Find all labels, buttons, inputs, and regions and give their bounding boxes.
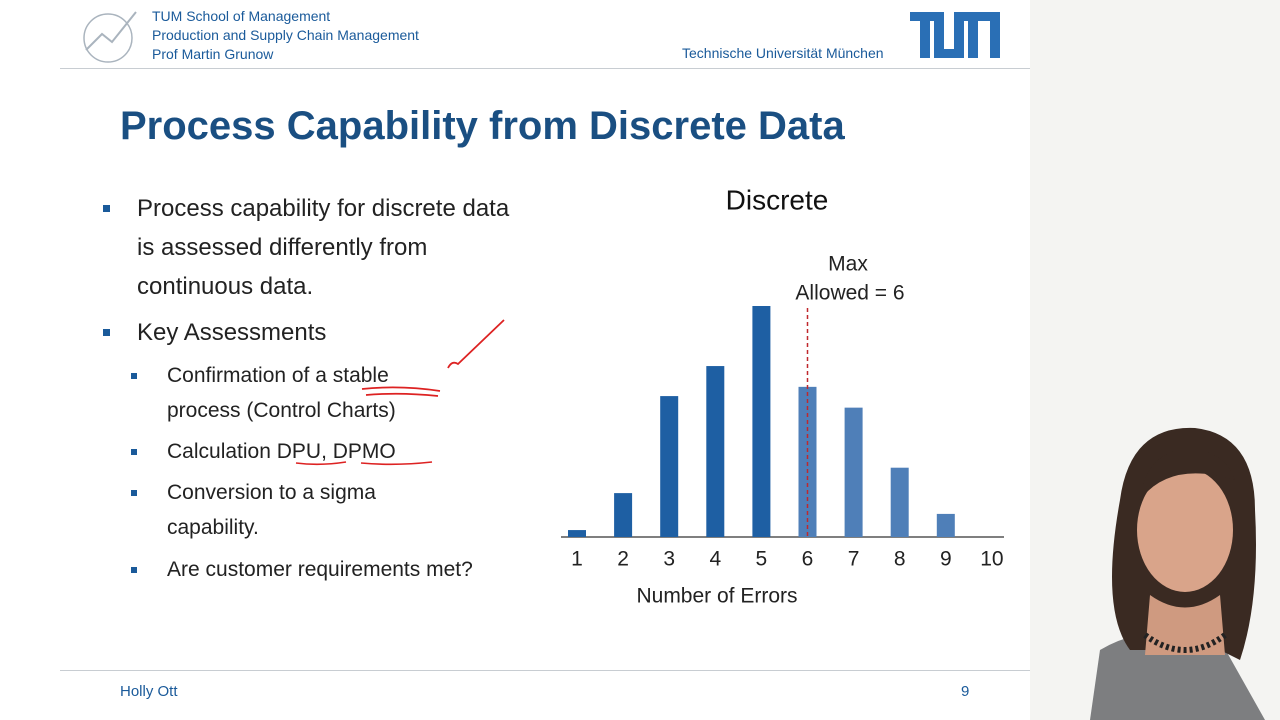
- annotation: Allowed = 6: [795, 282, 904, 305]
- bar: [798, 386, 817, 537]
- sub-bullet: Conversion to a sigma capability.: [167, 481, 376, 539]
- x-tick-label: 3: [663, 548, 675, 571]
- header-lines: TUM School of Management Production and …: [152, 7, 419, 64]
- sub-bullet: Confirmation of a stable process (Contro…: [167, 364, 396, 422]
- header-line: Production and Supply Chain Management: [152, 27, 419, 43]
- annotation: Max: [828, 253, 868, 276]
- header-line: Prof Martin Grunow: [152, 46, 274, 62]
- handwriting: [295, 319, 505, 466]
- footer-author: Holly Ott: [120, 683, 178, 700]
- bullet-marker: [103, 329, 110, 336]
- bar: [844, 407, 863, 537]
- bar: [568, 530, 586, 537]
- bar: [614, 493, 633, 537]
- bar: [752, 306, 771, 537]
- sub-bullet-marker: [131, 373, 137, 379]
- x-tick-label: 6: [802, 548, 814, 571]
- x-tick-label: 2: [617, 548, 629, 571]
- sub-bullet-marker: [131, 567, 137, 573]
- x-tick-label: 9: [940, 548, 952, 571]
- header-line: TUM School of Management: [152, 8, 331, 24]
- chart: Discrete Number of Errors Max Allowed = …: [561, 184, 1004, 608]
- slide: TUM School of Management Production and …: [0, 0, 1030, 720]
- header-rule: [60, 68, 1030, 69]
- x-axis-label: Number of Errors: [636, 585, 797, 608]
- slide-title: Process Capability from Discrete Data: [120, 104, 845, 148]
- bullet-marker: [103, 205, 110, 212]
- x-tick-label: 10: [980, 548, 1003, 571]
- x-tick-label: 7: [848, 548, 860, 571]
- x-tick-label: 8: [894, 548, 906, 571]
- x-tick-label: 5: [756, 548, 768, 571]
- bullet: Process capability for discrete data is …: [137, 195, 510, 300]
- x-tick-label: 1: [571, 548, 583, 571]
- bar: [936, 513, 955, 537]
- x-tick-label: 4: [709, 548, 721, 571]
- university: Technische Universität München: [682, 45, 884, 61]
- bullet: Key Assessments: [137, 319, 327, 346]
- sub-bullet: Calculation DPU, DPMO: [167, 440, 396, 463]
- bar: [890, 467, 909, 537]
- bar: [706, 366, 725, 537]
- presenter: [1090, 427, 1265, 720]
- sub-bullet-marker: [131, 490, 137, 496]
- sub-bullet-marker: [131, 449, 137, 455]
- chart-title: Discrete: [726, 184, 829, 215]
- sub-bullet: Are customer requirements met?: [167, 558, 473, 581]
- bar: [660, 396, 679, 537]
- footer-rule: [60, 670, 1030, 671]
- tum-som-logo: [83, 11, 137, 63]
- tum-logo: [910, 12, 1000, 58]
- page-number: 9: [961, 683, 970, 700]
